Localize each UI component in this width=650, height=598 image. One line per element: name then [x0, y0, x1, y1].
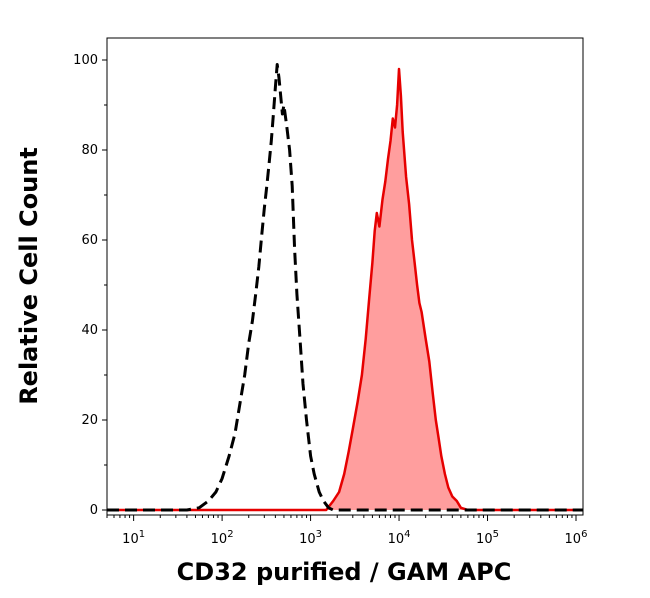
x-tick-label: 106 — [565, 529, 588, 547]
x-tick-label: 103 — [299, 529, 322, 547]
x-tick-label: 105 — [476, 529, 499, 547]
x-tick-label: 104 — [388, 529, 411, 547]
y-axis-title: Relative Cell Count — [15, 147, 43, 405]
y-tick-label: 0 — [90, 503, 98, 518]
dashed-histogram-line — [107, 63, 583, 512]
plot-frame — [106, 37, 584, 516]
y-tick-label: 100 — [73, 53, 98, 68]
x-tick-label: 101 — [122, 529, 145, 547]
filled-histogram-outline — [107, 67, 583, 512]
x-tick-label: 102 — [211, 529, 234, 547]
y-tick-label: 20 — [81, 413, 98, 428]
y-tick-label: 40 — [81, 323, 98, 338]
y-tick-label: 60 — [81, 233, 98, 248]
filled-histogram-area — [107, 69, 583, 510]
y-tick-label: 80 — [81, 143, 98, 158]
x-axis-title: CD32 purified / GAM APC — [177, 558, 512, 586]
